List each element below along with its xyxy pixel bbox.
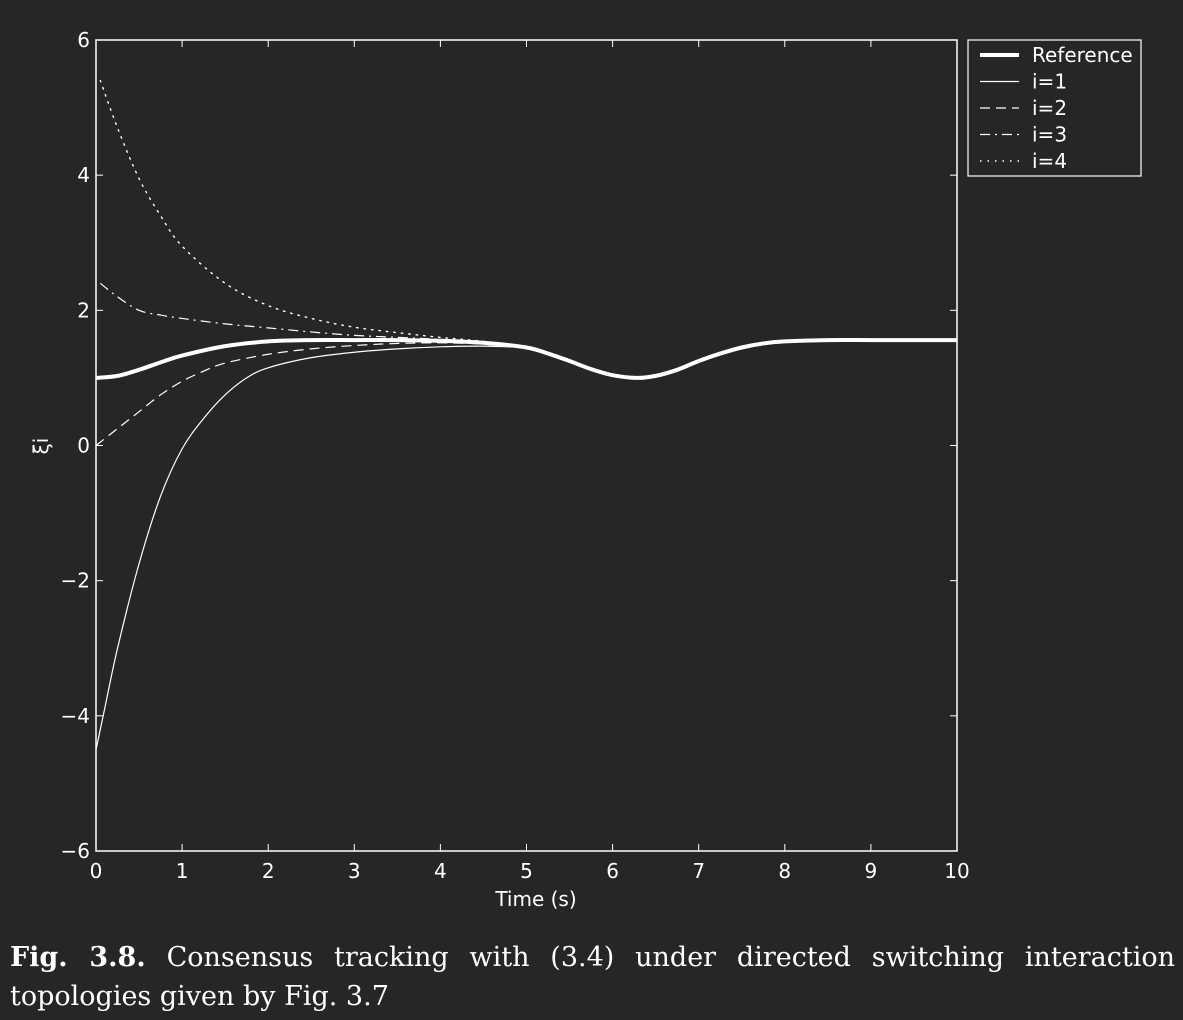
y-tick-label: 2 [77,298,90,322]
x-tick-label: 9 [865,859,878,883]
chart: 0 1 2 3 4 5 6 7 8 9 10 6 4 2 0 −2 −4 −6 Time (s) ξi Refe… [29,28,1142,911]
y-tick-label: 6 [77,28,90,52]
x-tick-label: 8 [778,859,791,883]
x-tick-label: 3 [348,859,361,883]
legend-label: i=3 [1032,123,1067,147]
y-tick-label: −2 [61,569,90,593]
legend-label: i=4 [1032,149,1067,173]
caption-text: Consensus tracking with (3.4) under dire… [10,942,1175,1012]
legend-label: i=2 [1032,96,1067,120]
x-tick-label: 5 [520,859,533,883]
caption-label: Fig. 3.8. [10,942,146,973]
x-tick-label: 4 [434,859,447,883]
x-tick-label: 0 [90,859,103,883]
x-tick-label: 6 [606,859,619,883]
series-line-i-1 [95,345,527,750]
y-axis-label: ξi [29,438,53,455]
y-tick-labels: 6 4 2 0 −2 −4 −6 [61,28,90,863]
series-line-reference [95,337,957,380]
series-line-i-4 [99,79,528,349]
y-tick-label: 0 [77,434,90,458]
legend: Reference i=1i=2 i=3i=4 [967,39,1142,177]
legend-label: Reference [1032,43,1133,67]
y-tick-label: 4 [77,163,90,187]
series-line-i-3 [99,282,527,349]
y-tick-label: −4 [61,704,90,728]
x-tick-label: 10 [944,859,969,883]
x-tick-label: 7 [692,859,705,883]
figure-caption: Fig. 3.8. Consensus tracking with (3.4) … [10,938,1175,1016]
x-axis-label: Time (s) [494,887,576,911]
plot-area [95,39,958,852]
x-tick-labels: 0 1 2 3 4 5 6 7 8 9 10 [90,859,970,883]
legend-label: i=1 [1032,70,1067,94]
x-tick-label: 1 [176,859,189,883]
y-tick-label: −6 [61,839,90,863]
x-tick-label: 2 [262,859,275,883]
series-line-i-2 [95,342,527,446]
axis-ticks [95,39,958,852]
series-lines [95,79,957,750]
